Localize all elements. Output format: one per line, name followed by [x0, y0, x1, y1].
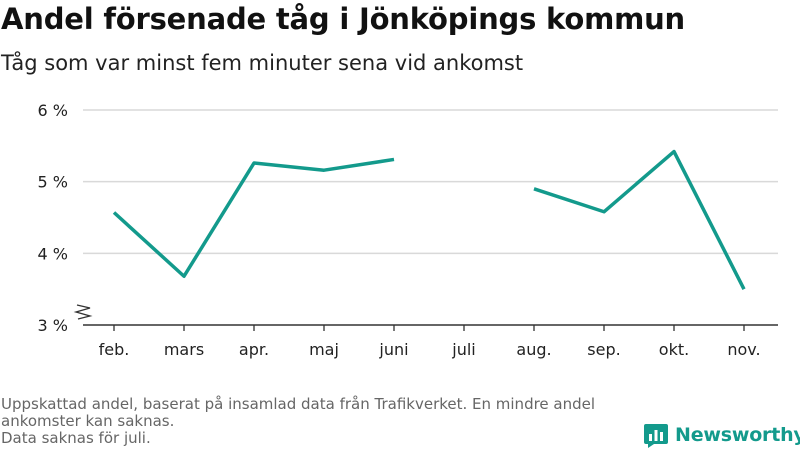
footnote-source: Uppskattad andel, baserat på insamlad da… — [1, 395, 596, 430]
x-tick-label: maj — [309, 340, 339, 359]
gridlines — [83, 109, 778, 255]
chart-subtitle: Tåg som var minst fem minuter sena vid a… — [1, 51, 524, 75]
x-tick-label: apr. — [239, 340, 269, 359]
chart-title: Andel försenade tåg i Jönköpings kommun — [1, 2, 685, 36]
x-tick-label: sep. — [587, 340, 620, 359]
brand-name: Newsworthy — [675, 424, 800, 446]
series-line — [533, 149, 746, 290]
y-tick-label: 5 % — [38, 173, 68, 192]
x-tick-label: juli — [451, 340, 475, 359]
x-tick-label: nov. — [727, 340, 760, 359]
x-tick-label: aug. — [516, 340, 551, 359]
x-tick-label: mars — [164, 340, 204, 359]
y-tick-label: 4 % — [38, 244, 68, 263]
x-axis: feb. mars apr. maj juni juli aug. sep. okt. nov. — [83, 324, 778, 359]
y-axis: 3 % 4 % 5 % 6 % — [38, 101, 93, 335]
y-tick-label: 6 % — [38, 101, 68, 120]
x-tick-label: juni — [378, 340, 408, 359]
chart-footnote: Uppskattad andel, baserat på insamlad da… — [1, 396, 641, 447]
newsworthy-logo-icon — [644, 424, 668, 448]
series-lines — [112, 149, 746, 290]
x-tick-label: feb. — [99, 340, 130, 359]
x-tick-label: okt. — [659, 340, 689, 359]
axis-break-icon — [73, 304, 93, 320]
line-chart: 3 % 4 % 5 % 6 % feb. mars apr. maj juni juli aug.… — [38, 101, 778, 359]
footnote-missing-data: Data saknas för juli. — [1, 429, 151, 447]
brand-logo: Newsworthy — [644, 420, 800, 450]
series-line — [112, 157, 395, 279]
y-tick-label: 3 % — [38, 316, 68, 335]
